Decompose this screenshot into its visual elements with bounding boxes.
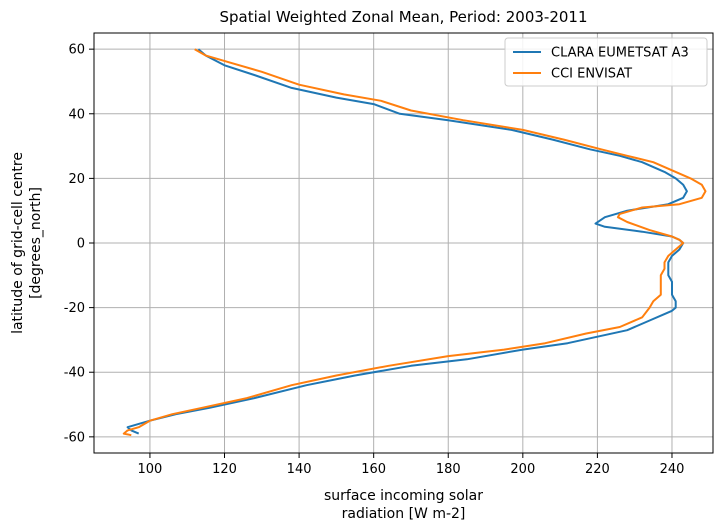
x-tick-label: 140 (287, 462, 312, 477)
x-tick-label: 220 (585, 462, 610, 477)
series-line-0 (126, 48, 688, 435)
x-tick-label: 120 (212, 462, 237, 477)
legend: CLARA EUMETSAT A3 CCI ENVISAT (504, 37, 708, 87)
y-tick-label: -40 (64, 366, 85, 381)
y-axis-label: latitude of grid-cell centre [degrees_no… (10, 152, 44, 334)
y-axis-label-line-2: [degrees_north] (28, 187, 44, 299)
x-tick-label: 180 (436, 462, 461, 477)
y-tick-label: 40 (68, 107, 85, 122)
y-tick-label: 0 (77, 237, 85, 252)
y-axis-label-line-1: latitude of grid-cell centre (10, 152, 26, 334)
legend-box (504, 37, 708, 87)
y-tick-label: 20 (68, 172, 85, 187)
x-tick-label: 100 (138, 462, 163, 477)
legend-label-cci: CCI ENVISAT (551, 67, 632, 82)
y-tick-label: -20 (64, 301, 85, 316)
axis-ticks: 100 120 140 160 180 200 220 240 -60 -40 -20 0 20 40 60 (64, 43, 685, 477)
grid-lines (94, 33, 713, 453)
x-tick-label: 160 (361, 462, 386, 477)
legend-label-clara: CLARA EUMETSAT A3 (551, 46, 689, 61)
y-tick-label: 60 (68, 43, 85, 58)
x-tick-label: 200 (510, 462, 535, 477)
y-tick-label: -60 (64, 430, 85, 445)
x-axis-label-line-1: surface incoming solar (324, 488, 483, 504)
x-tick-label: 240 (660, 462, 685, 477)
series-line-1 (122, 48, 707, 437)
series-lines (122, 48, 707, 437)
x-axis-label-line-2: radiation [W m-2] (342, 506, 466, 522)
chart-title: Spatial Weighted Zonal Mean, Period: 200… (219, 8, 587, 26)
